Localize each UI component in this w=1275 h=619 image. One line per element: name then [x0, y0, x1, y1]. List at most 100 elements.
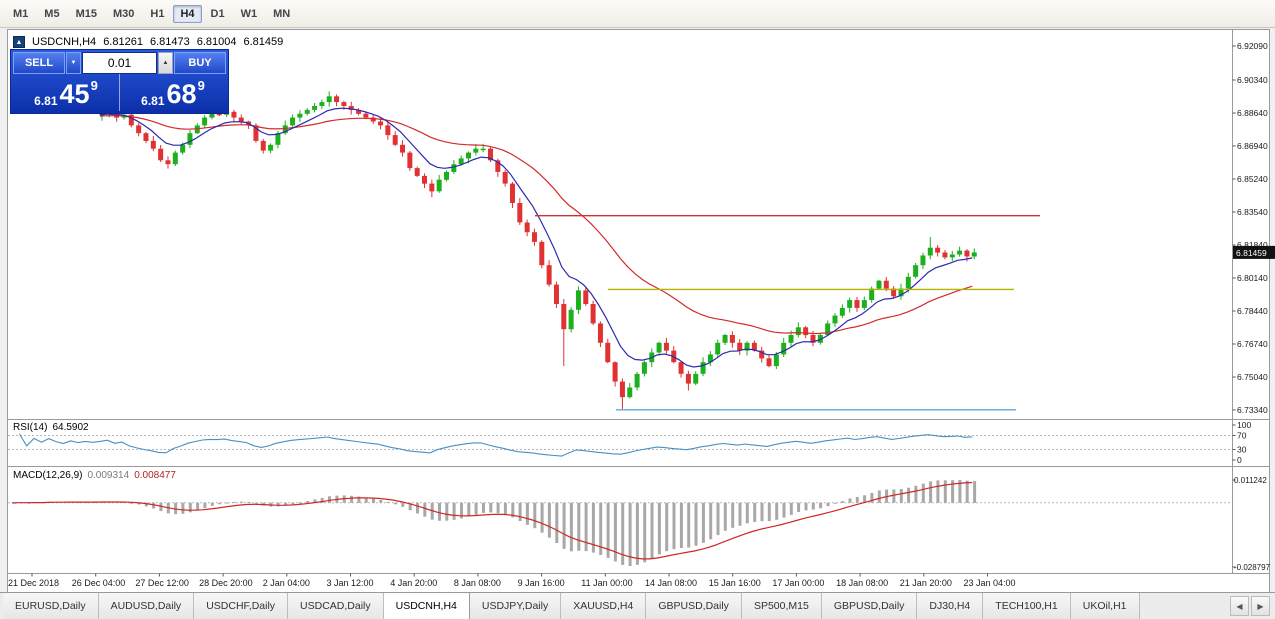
chart-tab-usdcad-daily[interactable]: USDCAD,Daily [288, 593, 384, 619]
timeframe-button-m15[interactable]: M15 [75, 7, 97, 20]
time-scale: 21 Dec 2018 26 Dec 04:00 27 Dec 12:00 28 De… [8, 573, 1016, 588]
svg-text:0.011242: 0.011242 [1234, 476, 1267, 485]
current-price-tag: 6.81459 [1233, 245, 1275, 259]
rsi-name: RSI(14) [13, 422, 48, 433]
macd-panel [8, 480, 1232, 566]
svg-text:23 Jan 04:00: 23 Jan 04:00 [964, 578, 1016, 588]
sell-price-prefix: 6.81 [34, 93, 58, 108]
tabbar-scroll: ◀ ▶ [1225, 593, 1275, 619]
chart-tab-gbpusd-daily[interactable]: GBPUSD,Daily [821, 593, 918, 619]
macd-indicator-label: MACD(12,26,9) 0.009314 0.008477 [13, 470, 176, 481]
svg-text:3 Jan 12:00: 3 Jan 12:00 [327, 578, 374, 588]
chart-tabbar: EURUSD,Daily AUDUSD,Daily USDCHF,Daily USDC… [0, 592, 1275, 619]
timeframe-button-w1[interactable]: W1 [240, 7, 258, 20]
timeframe-button-m5[interactable]: M5 [44, 7, 60, 20]
chart-tab-usdjpy-daily[interactable]: USDJPY,Daily [469, 593, 562, 619]
svg-text:6.85240: 6.85240 [1237, 174, 1268, 184]
svg-text:6.76740: 6.76740 [1237, 339, 1268, 349]
svg-text:6.75040: 6.75040 [1237, 372, 1268, 382]
rsi-indicator-label: RSI(14) 64.5902 [13, 422, 89, 433]
buy-price-display[interactable]: 6.81 68 9 [119, 74, 226, 111]
sell-price-display[interactable]: 6.81 45 9 [13, 74, 119, 111]
svg-text:18 Jan 08:00: 18 Jan 08:00 [836, 578, 888, 588]
svg-text:28 Dec 20:00: 28 Dec 20:00 [199, 578, 253, 588]
svg-text:6.81459: 6.81459 [1236, 248, 1267, 258]
ma-fast-line [99, 107, 973, 368]
rsi-panel [8, 433, 1232, 457]
lot-size-input[interactable] [83, 53, 156, 73]
one-click-trading-panel: SELL ▼ ▲ BUY 6.81 45 9 6.81 68 9 [10, 49, 229, 114]
chart-tab-dj30-h4[interactable]: DJ30,H4 [917, 593, 984, 619]
svg-text:30: 30 [1237, 445, 1247, 455]
chart-title: ▲ USDCNH,H4 6.81261 6.81473 6.81004 6.81… [13, 36, 283, 48]
timeframe-button-h1[interactable]: H1 [150, 7, 165, 20]
rsi-value: 64.5902 [52, 422, 89, 433]
chart-tab-usdchf-daily[interactable]: USDCHF,Daily [194, 593, 289, 619]
svg-text:8 Jan 08:00: 8 Jan 08:00 [454, 578, 501, 588]
svg-text:-0.028797: -0.028797 [1234, 563, 1271, 572]
svg-text:17 Jan 00:00: 17 Jan 00:00 [772, 578, 824, 588]
chart-window-icon: ▲ [13, 36, 25, 48]
rsi-line [18, 433, 973, 457]
chart-tab-tech100-h1[interactable]: TECH100,H1 [983, 593, 1071, 619]
timeframe-button-h4[interactable]: H4 [173, 4, 202, 23]
buy-price-big: 68 [166, 79, 197, 110]
timeframe-button-m30[interactable]: M30 [112, 7, 135, 20]
lot-spin-up-icon[interactable]: ▲ [158, 52, 173, 74]
lot-size-field [82, 52, 157, 74]
svg-text:6.78440: 6.78440 [1237, 306, 1268, 316]
chart-tab-xauusd-h4[interactable]: XAUUSD,H4 [561, 593, 647, 619]
svg-text:11 Jan 00:00: 11 Jan 00:00 [581, 578, 632, 588]
svg-text:70: 70 [1237, 431, 1247, 441]
macd-signal-value: 0.008477 [134, 470, 176, 481]
svg-text:14 Jan 08:00: 14 Jan 08:00 [645, 578, 697, 588]
svg-text:6.90340: 6.90340 [1237, 75, 1268, 85]
svg-text:9 Jan 16:00: 9 Jan 16:00 [518, 578, 565, 588]
buy-price-prefix: 6.81 [141, 93, 165, 108]
price-scale: 6.92090 6.90340 6.88640 6.86940 6.85240 6.835… [1232, 41, 1268, 415]
chart-tab-audusd-daily[interactable]: AUDUSD,Daily [98, 593, 195, 619]
sell-price-sup: 9 [90, 78, 98, 93]
ohlc-high: 6.81473 [149, 36, 190, 48]
chart-tab-usdcnh-h4[interactable]: USDCNH,H4 [383, 593, 470, 619]
sell-dropdown-icon[interactable]: ▼ [66, 52, 81, 74]
macd-name: MACD(12,26,9) [13, 470, 83, 481]
svg-text:15 Jan 16:00: 15 Jan 16:00 [709, 578, 761, 588]
svg-text:6.80140: 6.80140 [1237, 273, 1268, 283]
tabbar-scroll-left-icon[interactable]: ◀ [1230, 596, 1249, 616]
svg-text:2 Jan 04:00: 2 Jan 04:00 [263, 578, 310, 588]
timeframe-button-mn[interactable]: MN [273, 7, 291, 20]
chart-tab-sp500-m15[interactable]: SP500,M15 [741, 593, 822, 619]
timeframe-toolbar: M1 M5 M15 M30 H1 H4 D1 W1 MN [0, 0, 1275, 28]
svg-text:21 Jan 20:00: 21 Jan 20:00 [900, 578, 952, 588]
svg-text:4 Jan 20:00: 4 Jan 20:00 [390, 578, 437, 588]
ohlc-close: 6.81459 [243, 36, 284, 48]
sell-price-big: 45 [59, 79, 90, 110]
macd-main-value: 0.009314 [87, 470, 130, 481]
svg-text:100: 100 [1237, 420, 1251, 430]
sell-button[interactable]: SELL [13, 52, 65, 74]
svg-text:6.92090: 6.92090 [1237, 41, 1268, 51]
svg-text:27 Dec 12:00: 27 Dec 12:00 [135, 578, 189, 588]
ohlc-low: 6.81004 [196, 36, 237, 48]
support-resistance-lines[interactable] [535, 214, 1040, 411]
timeframe-button-m1[interactable]: M1 [13, 7, 29, 20]
tabbar-scroll-right-icon[interactable]: ▶ [1251, 596, 1270, 616]
svg-text:0: 0 [1237, 455, 1242, 465]
svg-text:26 Dec 04:00: 26 Dec 04:00 [72, 578, 126, 588]
svg-text:6.86940: 6.86940 [1237, 141, 1268, 151]
panel-dividers [7, 29, 1270, 574]
chart-tab-ukoil-h1[interactable]: UKOil,H1 [1070, 593, 1140, 619]
chart-tab-eurusd-daily[interactable]: EURUSD,Daily [3, 593, 99, 619]
svg-text:6.88640: 6.88640 [1237, 108, 1268, 118]
macd-scale: 0.011242 -0.028797 [1232, 476, 1271, 572]
chart-panel-background [7, 29, 1270, 593]
buy-button[interactable]: BUY [174, 52, 226, 74]
timeframe-button-d1[interactable]: D1 [210, 7, 225, 20]
ohlc-open: 6.81261 [103, 36, 143, 48]
buy-price-sup: 9 [197, 78, 205, 93]
chart-tab-gbpusd-daily[interactable]: GBPUSD,Daily [646, 593, 742, 619]
